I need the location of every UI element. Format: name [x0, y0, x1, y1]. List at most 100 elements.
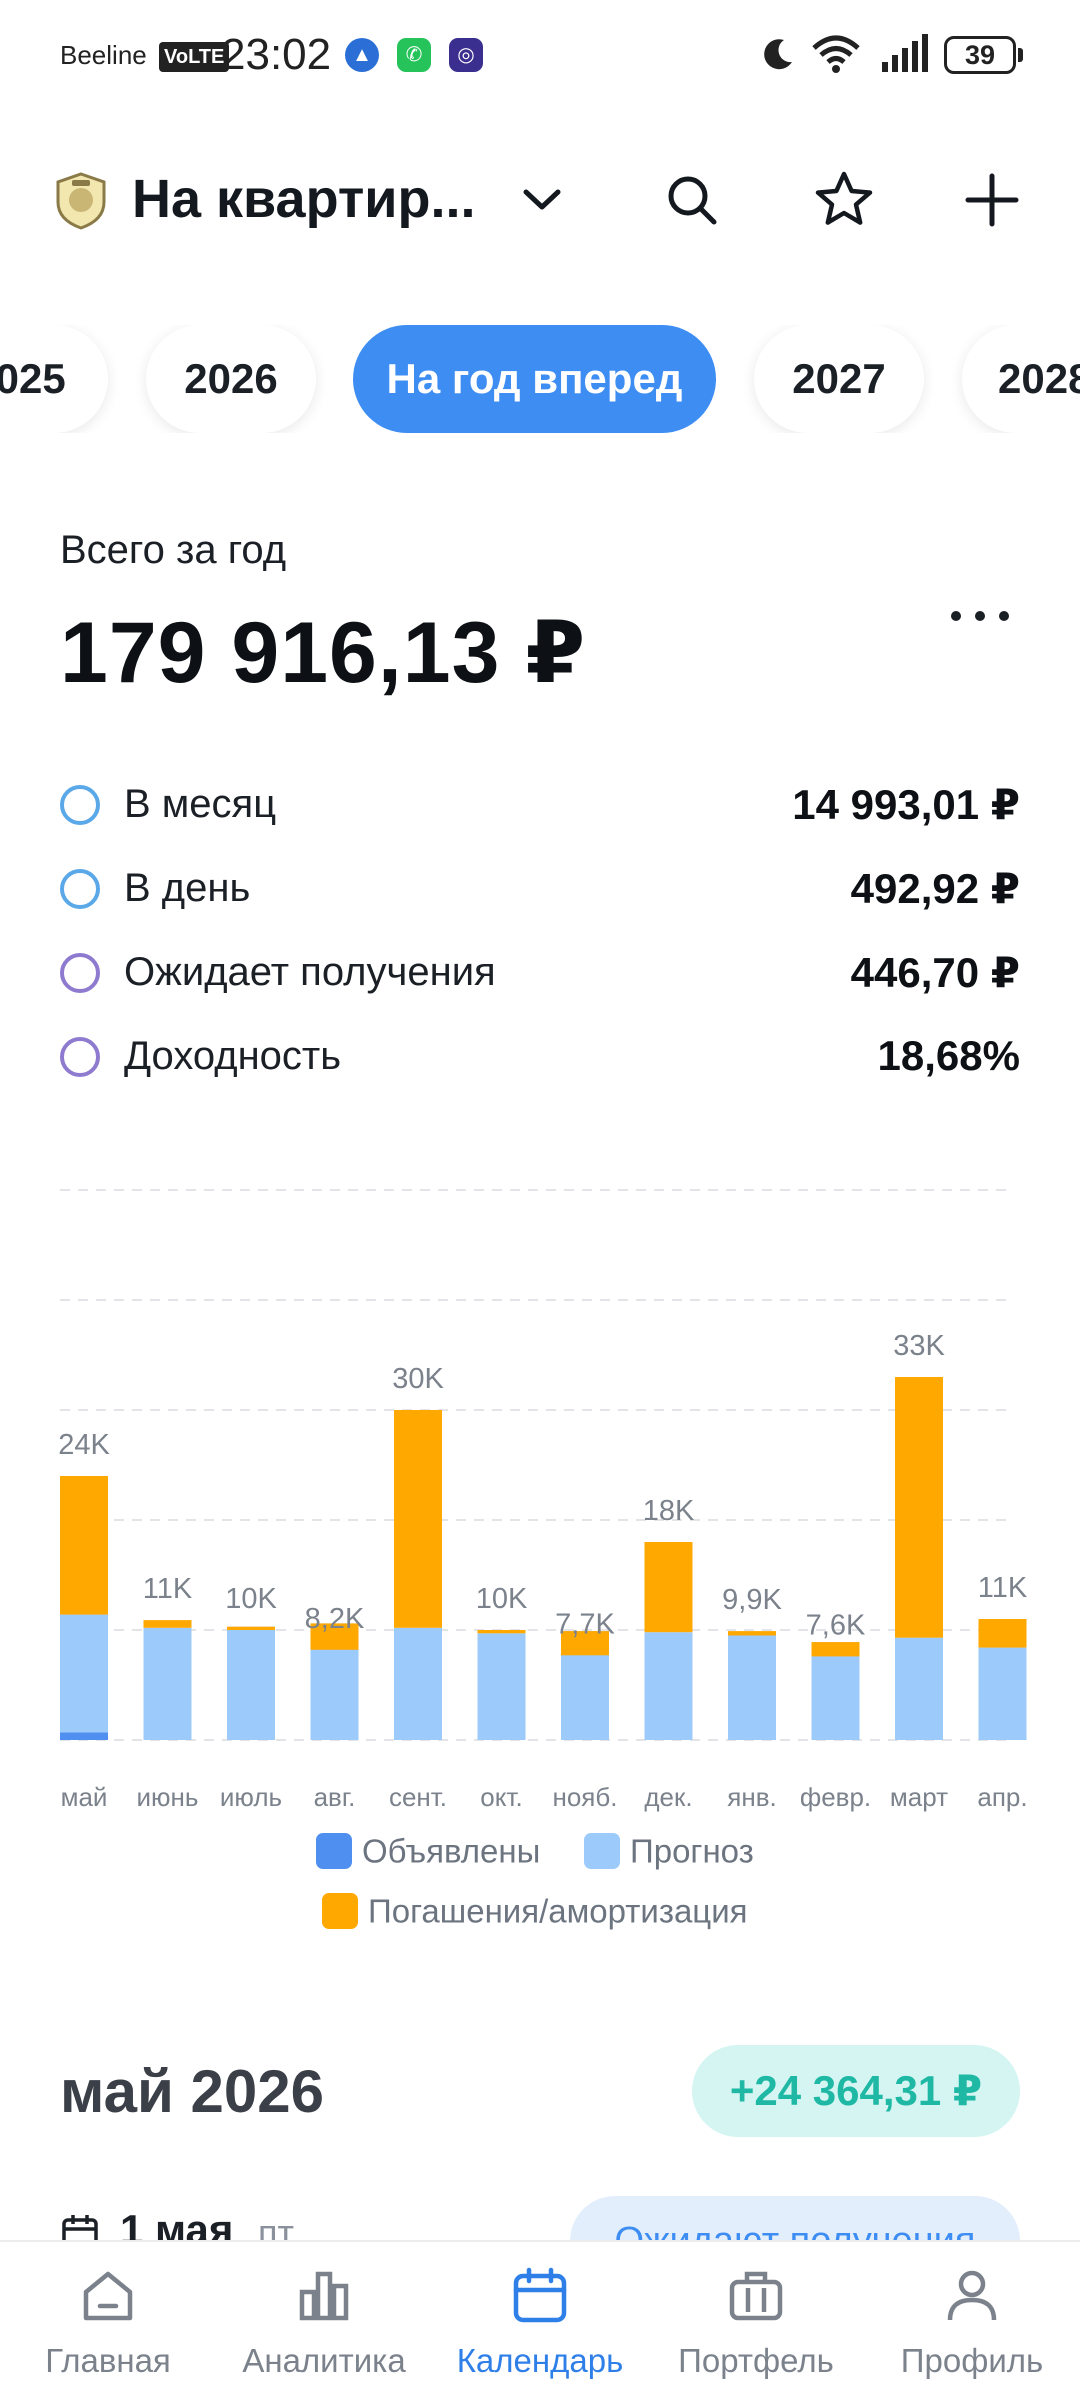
ring-icon	[60, 953, 100, 993]
bottom-nav: Главная Аналитика Календарь Портфель Про…	[0, 2240, 1080, 2388]
battery-icon: 39	[944, 36, 1023, 74]
category-label: авг.	[314, 1782, 356, 1812]
bar-value-label: 11K	[978, 1572, 1028, 1604]
bar-segment[interactable]	[895, 1637, 943, 1740]
legend-item-announced[interactable]: Объявлены	[316, 1830, 540, 1870]
bar-segment[interactable]	[728, 1631, 776, 1636]
stat-awaiting[interactable]: Ожидает получения 446,70 ₽	[60, 938, 1020, 1022]
alfa-icon: ▲	[345, 38, 379, 72]
bar-segment[interactable]	[477, 1630, 526, 1634]
bar-segment[interactable]	[561, 1631, 609, 1656]
bar-segment[interactable]	[394, 1627, 442, 1740]
more-options-icon[interactable]	[945, 595, 1015, 635]
stat-label: Ожидает получения	[124, 950, 496, 994]
category-label: сент.	[389, 1782, 447, 1812]
stat-per-day[interactable]: В день 492,92 ₽	[60, 854, 1020, 938]
bar-value-label: 24K	[58, 1429, 110, 1461]
category-label: апр.	[977, 1782, 1027, 1812]
stat-value: 18,68%	[877, 1032, 1020, 1079]
year-tabs: 2025 2026 На год вперед 2027 2028	[0, 325, 1080, 433]
tab-year-ahead[interactable]: На год вперед	[353, 325, 716, 433]
profile-icon	[947, 2270, 997, 2321]
nav-label: Аналитика	[242, 2342, 406, 2379]
portfolio-title[interactable]: На квартир...	[132, 169, 476, 229]
legend-label: Прогноз	[630, 1832, 754, 1870]
wifi-icon	[812, 35, 860, 73]
stat-value: 446,70 ₽	[850, 949, 1020, 996]
nav-calendar[interactable]: Календарь	[432, 2242, 648, 2388]
tab-2027[interactable]: 2027	[754, 325, 924, 433]
bar-segment[interactable]	[978, 1647, 1027, 1740]
category-label: янв.	[727, 1782, 776, 1812]
tab-2028[interactable]: 2028	[962, 325, 1080, 433]
bar-segment[interactable]	[60, 1476, 108, 1615]
stat-value: 492,92 ₽	[850, 865, 1020, 912]
ring-icon	[60, 869, 100, 909]
bar-segment[interactable]	[477, 1633, 526, 1740]
plus-icon[interactable]	[960, 168, 1024, 232]
bar-segment[interactable]	[394, 1410, 442, 1628]
total-label: Всего за год	[60, 528, 287, 572]
home-icon	[83, 2271, 133, 2321]
category-label: июнь	[137, 1782, 199, 1812]
moon-icon	[764, 39, 792, 70]
category-label: февр.	[800, 1782, 871, 1812]
month-sum-badge: +24 364,31 ₽	[692, 2045, 1020, 2137]
nav-label: Портфель	[678, 2342, 834, 2379]
bar-segment[interactable]	[728, 1635, 776, 1741]
legend-label: Погашения/амортизация	[368, 1892, 748, 1930]
bar-segment[interactable]	[60, 1614, 108, 1733]
status-time: 23:02	[221, 30, 332, 79]
ring-icon	[60, 785, 100, 825]
stat-label: В месяц	[124, 782, 277, 826]
legend-swatch	[322, 1893, 358, 1930]
stat-per-month[interactable]: В месяц 14 993,01 ₽	[60, 770, 1020, 854]
bar-segment[interactable]	[811, 1642, 860, 1657]
nav-home[interactable]: Главная	[0, 2242, 216, 2388]
stat-yield[interactable]: Доходность 18,68%	[60, 1022, 1020, 1106]
bar-value-label: 30K	[392, 1363, 444, 1395]
bar-value-label: 33K	[893, 1330, 945, 1362]
bar-segment[interactable]	[60, 1732, 108, 1740]
star-icon[interactable]	[812, 168, 876, 232]
bar-segment[interactable]	[644, 1632, 693, 1740]
legend-item-forecast[interactable]: Прогноз	[584, 1830, 754, 1870]
whatsapp-icon: ✆	[397, 38, 431, 72]
bar-segment[interactable]	[644, 1542, 693, 1633]
nav-profile[interactable]: Профиль	[864, 2242, 1080, 2388]
bar-value-label: 11K	[143, 1573, 193, 1605]
tab-2025[interactable]: 2025	[0, 325, 108, 433]
category-label: май	[61, 1782, 108, 1812]
search-icon[interactable]	[660, 168, 724, 232]
bar-segment[interactable]	[227, 1626, 275, 1630]
bar-segment[interactable]	[895, 1377, 943, 1638]
bar-segment[interactable]	[143, 1620, 192, 1628]
briefcase-icon	[729, 2271, 783, 2321]
category-label: июль	[220, 1782, 282, 1812]
nav-label: Профиль	[900, 2342, 1044, 2379]
bar-value-label: 10K	[476, 1583, 528, 1615]
bar-value-label: 18K	[643, 1495, 695, 1527]
app-icon: ◎	[449, 38, 483, 72]
nav-portfolio[interactable]: Портфель	[648, 2242, 864, 2388]
bar-segment[interactable]	[143, 1627, 192, 1740]
ring-icon	[60, 1037, 100, 1077]
legend-item-repayment[interactable]: Погашения/амортизация	[322, 1890, 748, 1930]
stat-value: 14 993,01 ₽	[792, 781, 1020, 828]
tab-2026[interactable]: 2026	[146, 325, 316, 433]
legend-label: Объявлены	[362, 1832, 541, 1870]
category-label: нояб.	[552, 1782, 617, 1812]
payments-chart-svg: 24K май 11K июнь 10K июль 8,2K авг. 30K сент. 10K о…	[58, 1189, 1028, 1812]
total-value: 179 916,13 ₽	[60, 605, 587, 701]
bar-segment[interactable]	[978, 1619, 1027, 1648]
bar-value-label: 10K	[225, 1583, 277, 1615]
nav-analytics[interactable]: Аналитика	[216, 2242, 432, 2388]
month-title: май 2026	[60, 2058, 324, 2125]
bar-segment[interactable]	[811, 1642, 860, 1740]
bar-value-label: 7,7K	[555, 1608, 615, 1640]
nav-label: Календарь	[456, 2342, 624, 2379]
bar-segment[interactable]	[310, 1623, 359, 1650]
bank-emblem-icon	[56, 172, 106, 230]
bar-segment[interactable]	[227, 1626, 275, 1740]
chevron-down-icon[interactable]	[520, 182, 564, 218]
